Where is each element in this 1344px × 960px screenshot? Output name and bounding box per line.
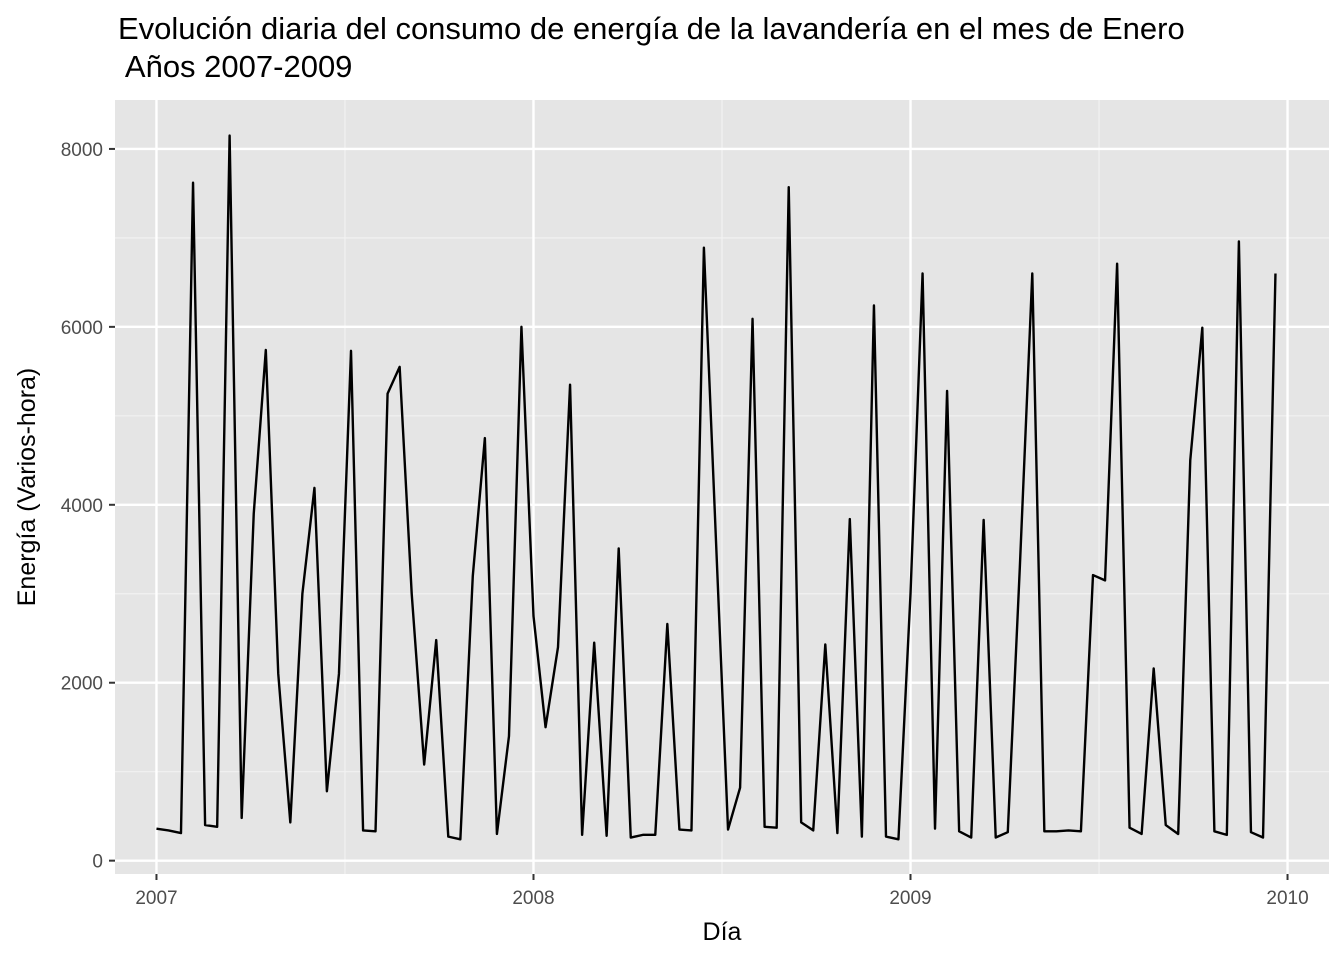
y-axis-title: Energía (Varios-hora) (13, 368, 41, 607)
y-axis: 0 2000 4000 6000 8000 (61, 140, 115, 873)
series-line (156, 134, 1277, 841)
y-tick-label: 4000 (61, 496, 103, 517)
y-tick-label: 8000 (61, 140, 103, 161)
x-tick-label: 2008 (512, 888, 554, 909)
x-axis-title: Día (703, 918, 742, 946)
x-axis: 2007 2008 2009 2010 (135, 874, 1309, 909)
x-tick-label: 2010 (1266, 888, 1308, 909)
series-layer (156, 134, 1277, 841)
y-tick-label: 6000 (61, 318, 103, 339)
minor-grid (115, 100, 1329, 874)
chart-title: Evolución diaria del consumo de energía … (118, 10, 1185, 86)
x-tick-label: 2007 (135, 888, 177, 909)
y-tick-label: 0 (92, 852, 103, 873)
y-tick-label: 2000 (61, 674, 103, 695)
chart-title-line2: Años 2007-2009 (118, 49, 353, 84)
chart-title-line1: Evolución diaria del consumo de energía … (118, 11, 1185, 46)
x-tick-label: 2009 (889, 888, 931, 909)
